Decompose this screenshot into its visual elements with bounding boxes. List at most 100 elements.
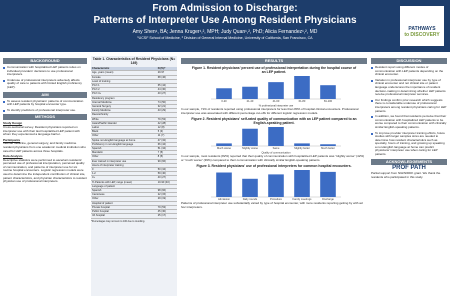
table-row: Private hospital 79 (53): [91, 205, 177, 211]
x-axis-label: % professional interpreter use: [259, 104, 294, 108]
table-cell: Female: [91, 75, 157, 80]
category-label: Same: [273, 146, 280, 150]
x-axis-label: Quality of communication: [261, 151, 291, 155]
figure-title: Figure 3. Resident physicians' use of pr…: [196, 164, 352, 169]
table-cell: Mandarin: [91, 150, 157, 156]
table-cell: Other: [91, 154, 157, 160]
table-cell: Age, years (mean): [91, 70, 157, 76]
figure-caption: In our sample, 71% of residents reported…: [181, 107, 359, 115]
table-cell: Hours of interpreter training: [91, 163, 157, 169]
bar: [320, 85, 336, 99]
title: From Admission to Discharge:: [152, 3, 298, 14]
table-cell: Cantonese: [91, 192, 157, 198]
section-heading: METHODS: [3, 114, 87, 121]
subheading: Study Design: [3, 121, 23, 126]
table-cell: 50 (34): [156, 167, 177, 173]
table-row: Spanish 98 (66): [91, 188, 177, 194]
table-cell: Level of training: [91, 79, 157, 85]
table-cell: 29.97: [156, 70, 177, 76]
table-row: Family Medicine 43 (29): [91, 108, 177, 114]
title: Patterns of Interpreter Use Among Reside…: [93, 15, 357, 26]
table-note: *Percentages may not sum to 100 due to r…: [91, 219, 145, 223]
table-row: White 79 (53): [91, 117, 177, 122]
header-cell: N (%)*: [156, 67, 177, 72]
table-cell: Private hospital: [91, 205, 157, 211]
table-cell: Family Medicine: [91, 108, 157, 114]
table-row: Proficiency in non-English language 66 (4…: [91, 142, 177, 148]
table-cell: 40 (27): [156, 91, 177, 97]
table-cell: 0: [91, 167, 157, 173]
bullet: Variation in professional interpreter us…: [371, 78, 447, 97]
table-title: Table 1. Characteristics of Resident Phy…: [92, 57, 176, 65]
figure-caption: Patterns of professional interpreter use…: [181, 201, 363, 209]
table-row: 1-2 59 (40): [91, 171, 177, 177]
table-cell: Hospital of patient: [91, 201, 157, 206]
left-column: BACKGROUND Communication with hospitalize…: [3, 56, 87, 296]
table-row: General Surgery 32 (21): [91, 104, 177, 110]
table-cell: 65 (44): [156, 83, 177, 89]
figure: Admission Daily rounds Procedure Family mee…: [211, 170, 341, 201]
table-cell: PGY-2: [91, 87, 157, 93]
right-column: DISCUSSION Resident report using differen…: [371, 56, 447, 296]
table-cell: 40 (27): [156, 175, 177, 181]
logo: PATHWAYS to DISCOVERY: [400, 6, 444, 46]
category-label: Much better: [321, 146, 335, 150]
bullet: Resident report using different modes of…: [371, 65, 447, 77]
table-row: Public hospital 45 (30): [91, 209, 177, 215]
table-header: Characteristic N (%)*: [91, 67, 177, 72]
table-cell: 32 (21): [156, 104, 177, 110]
bar: [294, 76, 310, 99]
table-row: Hospital of patient: [91, 201, 177, 206]
bar: [242, 128, 258, 147]
header: From Admission to Discharge: Patterns of…: [0, 0, 450, 52]
table-cell: Asian/Pacific Islander: [91, 121, 157, 127]
table: Characteristic N (%)* Age, years (mean) 29.…: [91, 67, 177, 219]
table-row: Residency program: [91, 96, 177, 101]
table-row: Black 5 (3): [91, 129, 177, 135]
ack-logo: PROF PATH: [392, 164, 426, 171]
header-cell: Characteristic: [91, 67, 157, 72]
bar: [294, 143, 310, 147]
table-cell: 68 (46): [156, 75, 177, 80]
bar: [320, 172, 336, 198]
table-cell: 99 (66): [156, 159, 177, 164]
category-label: 41-60: [273, 99, 280, 103]
bar: [242, 86, 258, 99]
table-cell: 1-2: [91, 171, 157, 177]
table-cell: Spanish: [91, 146, 157, 152]
table-row: PGY-1 65 (44): [91, 83, 177, 89]
bar: [268, 174, 284, 198]
category-label: 61-80: [299, 99, 306, 103]
table-cell: [156, 79, 177, 85]
table-cell: 79 (53): [156, 117, 177, 122]
bar: [216, 143, 232, 147]
table-row: Internal Medicine 74 (50): [91, 100, 177, 106]
table-row: Mandarin 7 (5): [91, 150, 177, 156]
bullet: Our findings confirm prior research whic…: [371, 98, 447, 113]
logo-text: PATHWAYS: [408, 26, 436, 32]
table-cell: PGY-3+: [91, 91, 157, 97]
table-row: Other 8 (5): [91, 154, 177, 160]
bar: [268, 82, 284, 99]
table-row: Language of patient: [91, 184, 177, 190]
table-cell: [156, 163, 177, 169]
table-row: Spoke non-English language at home 47 (32…: [91, 138, 177, 143]
section-heading: ACKNOWLEDGEMENTS: [371, 158, 447, 165]
bar: [268, 127, 284, 147]
table-row: Hours of interpreter training: [91, 163, 177, 169]
table-cell: 66 (44): [156, 142, 177, 148]
bullet: In addition, we found that residents per…: [371, 114, 447, 129]
table-row: Latino 12 (8): [91, 125, 177, 131]
table-cell: [156, 96, 177, 101]
table-cell: 59 (40): [156, 171, 177, 177]
figure-caption: In our sample, most residents (82%) repo…: [181, 154, 365, 162]
category-label: Family meetings: [293, 197, 313, 201]
table-cell: % Patients with LEP, range (mean): [91, 180, 157, 185]
section-heading: DISCUSSION: [371, 58, 447, 64]
figure-title: Figure 1. Resident physicians' percent u…: [191, 66, 357, 74]
table-cell: Race/ethnicity: [91, 112, 157, 118]
table-cell: Other: [91, 133, 157, 139]
table-cell: 22 (15): [156, 192, 177, 198]
paragraph: Cross-sectional survey. Resident physici…: [3, 124, 80, 137]
table-cell: 29 (19): [156, 196, 177, 202]
